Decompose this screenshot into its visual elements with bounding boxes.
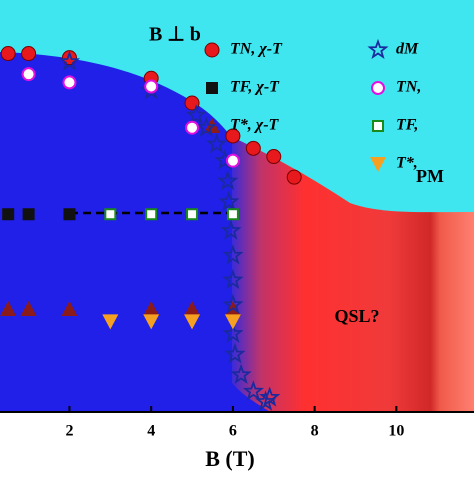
x-tick-label: 4 <box>147 423 155 440</box>
point <box>245 140 261 156</box>
point <box>286 169 302 185</box>
legend-label: T*, <box>396 155 418 172</box>
point <box>259 386 281 407</box>
legend-label: T*, χ-T <box>230 117 280 134</box>
ordered-region <box>0 52 232 412</box>
point <box>222 293 244 314</box>
point <box>184 301 201 316</box>
point <box>185 104 207 125</box>
point <box>102 314 119 330</box>
legend-marker <box>371 81 385 95</box>
point <box>143 301 160 316</box>
point <box>195 116 217 137</box>
point <box>0 301 17 316</box>
legend-marker <box>204 42 220 58</box>
point <box>242 380 264 401</box>
point <box>61 301 78 316</box>
x-tick-label: 8 <box>311 423 319 440</box>
point <box>62 75 77 90</box>
point <box>222 269 244 290</box>
legend-marker <box>372 120 384 132</box>
point <box>58 50 81 71</box>
point <box>2 208 15 221</box>
legend-label: TF, χ-T <box>230 79 280 96</box>
point <box>104 208 117 221</box>
legend-label: TF, <box>396 117 418 134</box>
point <box>266 149 282 165</box>
point <box>22 208 35 221</box>
point <box>144 79 159 94</box>
point <box>185 120 200 135</box>
point <box>225 128 241 144</box>
x-tick-label: 2 <box>65 423 73 440</box>
point <box>21 46 37 62</box>
legend-marker <box>367 38 389 60</box>
legend-label: dM <box>396 41 419 58</box>
point <box>224 343 246 364</box>
point <box>218 190 240 211</box>
point <box>63 208 76 221</box>
x-axis-label: B (T) <box>205 446 255 471</box>
point <box>205 133 228 154</box>
legend-label: TN, <box>396 79 421 96</box>
point <box>222 244 244 265</box>
point <box>225 153 240 168</box>
point <box>220 219 242 240</box>
point <box>226 208 239 221</box>
point <box>255 390 277 411</box>
point <box>217 170 239 191</box>
qsl-region <box>232 137 474 412</box>
legend-label: TN, χ-T <box>230 41 283 58</box>
point <box>230 363 252 384</box>
point <box>222 322 244 343</box>
point <box>143 314 160 330</box>
annotation: PM <box>416 166 444 186</box>
point <box>186 208 199 221</box>
x-tick-label: 6 <box>229 423 237 440</box>
point <box>224 314 241 330</box>
point <box>0 46 16 62</box>
chart-title: B ⊥ b <box>149 24 201 46</box>
point <box>184 314 201 330</box>
ordered-edge <box>218 130 270 412</box>
point <box>20 301 37 316</box>
legend-marker <box>206 82 218 94</box>
annotation: QSL? <box>334 306 379 326</box>
x-tick-label: 10 <box>388 423 404 440</box>
legend-marker <box>370 157 386 172</box>
point <box>145 208 158 221</box>
point <box>21 67 36 82</box>
